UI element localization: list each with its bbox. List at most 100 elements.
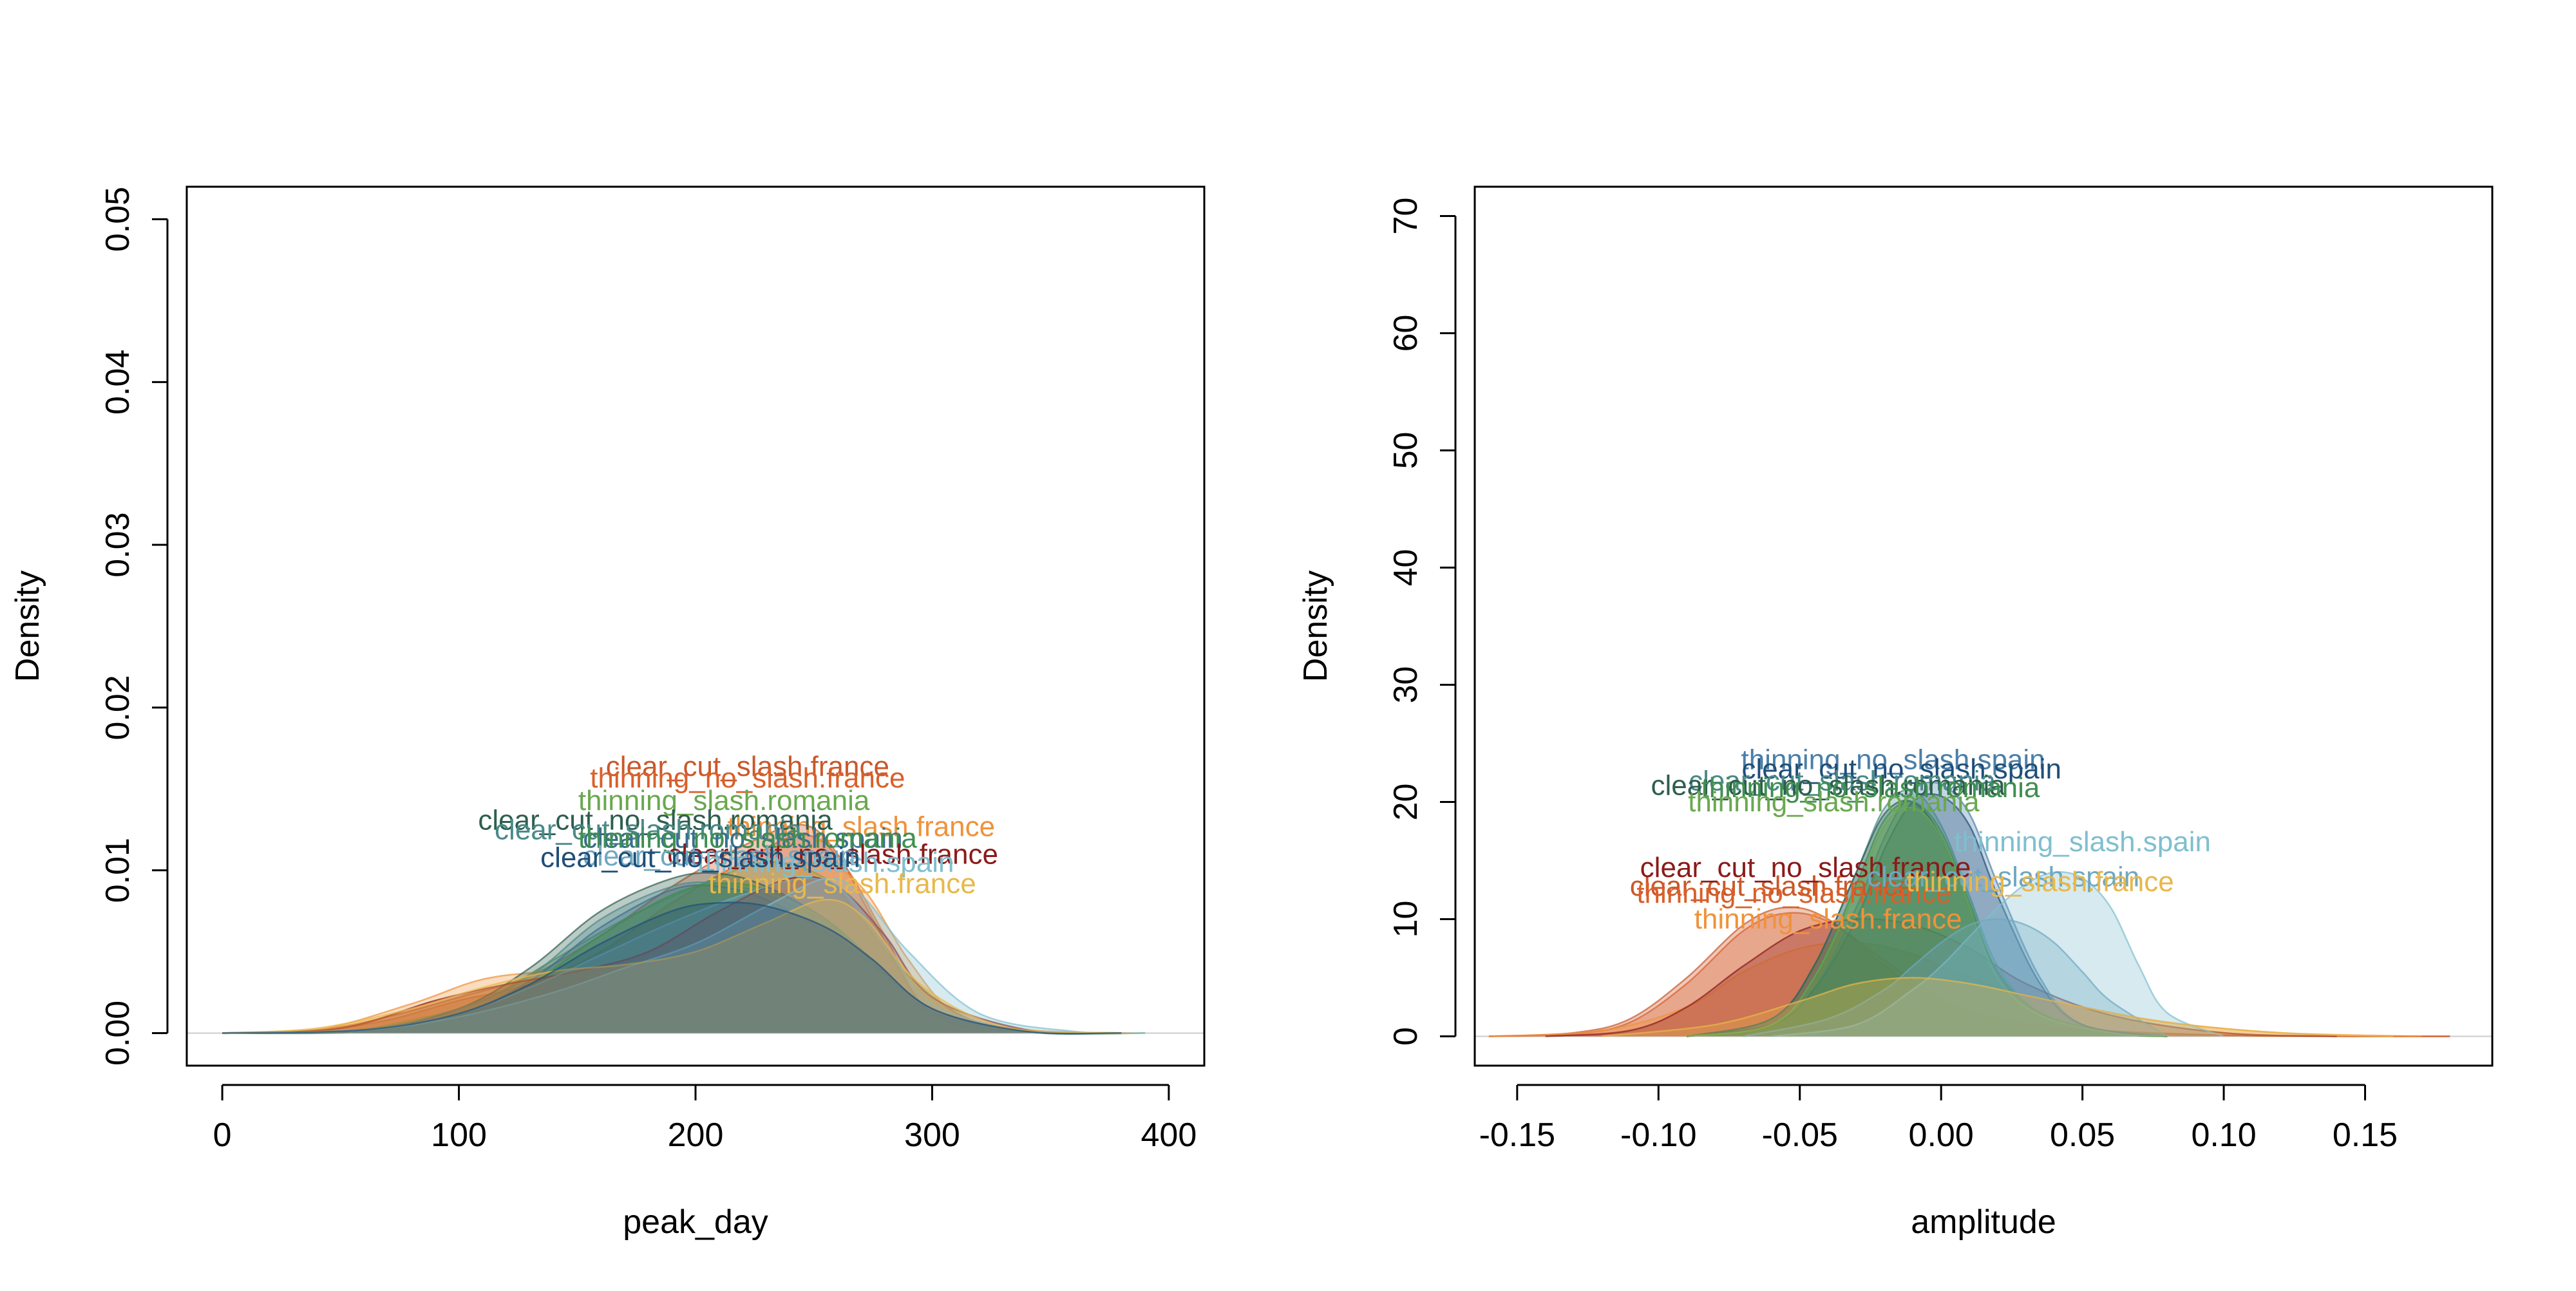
- y-tick-label: 50: [1387, 432, 1425, 469]
- x-axis-label: peak_day: [623, 1203, 768, 1241]
- series-label: thinning_slash.spain: [1954, 826, 2211, 858]
- y-axis: 0.00 0.01 0.02 0.03 0.04 0.05: [99, 187, 169, 1066]
- x-tick-label: 0.10: [2191, 1117, 2256, 1154]
- x-tick-label: -0.15: [1479, 1117, 1556, 1154]
- peak-day-density-panel: clear_cut_slash.france thinning_no_slash.…: [0, 0, 1288, 1288]
- series-label: thinning_no_slash.france: [1636, 878, 1951, 909]
- series-label: clear_cut_no_slash.romania: [1651, 770, 2005, 802]
- series-label: clear_cut_no_slash.romania: [478, 804, 833, 836]
- density-line-thinning-slash-spain: [222, 877, 1146, 1035]
- y-tick-label: 0.02: [99, 675, 137, 740]
- series-label: clear_cut_no_slash.spain: [1741, 753, 2061, 785]
- x-tick-label: 100: [431, 1117, 487, 1154]
- density-area-thinning-slash-france: [1602, 977, 2394, 1037]
- series-label: clear_cut_slash.romania: [1689, 765, 1996, 796]
- density-line-thinning-slash-spain: [1771, 871, 2224, 1037]
- y-tick-label: 60: [1387, 315, 1425, 352]
- amplitude-density-chart: clear_cut_slash.francethinning_no_slash.…: [1297, 185, 2494, 1241]
- density-area-clear-cut-no-slash-spain: [222, 902, 1122, 1034]
- series-label: thinning_no_slash.romania: [578, 822, 917, 854]
- density-line-thinning-no-slash-france: [1488, 912, 2450, 1037]
- series-label: thinning_slash.romania: [1688, 786, 1980, 818]
- density-line-thinning-slash-france: [222, 860, 1133, 1034]
- series-label: thinning_no_slash.romania: [1701, 772, 2040, 804]
- density-line-clear-cut-no-slash-france: [1545, 918, 2337, 1037]
- x-tick-label: 0.15: [2333, 1117, 2398, 1154]
- x-tick-label: 0.05: [2050, 1117, 2115, 1154]
- series-label: clear_cut_slash.romania: [495, 815, 802, 846]
- density-area-clear-cut-no-slash-france: [1545, 919, 2337, 1037]
- y-tick-label: 0.01: [99, 838, 137, 903]
- series-label: thinning_no_slash.france: [590, 762, 905, 794]
- x-tick-label: 0: [213, 1117, 232, 1154]
- x-axis: 0 100 200 300 400: [213, 1084, 1197, 1154]
- density-area-thinning-no-slash-romania: [1687, 801, 2168, 1037]
- y-tick-label: 0: [1387, 1027, 1425, 1046]
- y-tick-label: 10: [1387, 901, 1425, 938]
- plot-frame: [185, 185, 1206, 1067]
- series-label: clear_cut_slash.france: [606, 751, 889, 782]
- x-tick-label: 200: [668, 1117, 724, 1154]
- density-area-clear-cut-slash-spain: [222, 878, 1122, 1034]
- density-areas: [222, 824, 1146, 1035]
- y-tick-label: 0.00: [99, 1001, 137, 1066]
- density-area-clear-cut-slash-spain: [1743, 919, 2168, 1037]
- y-tick-label: 0.04: [99, 350, 137, 415]
- series-label: thinning_slash.spain: [697, 847, 954, 878]
- y-tick-label: 0.03: [99, 513, 137, 578]
- y-tick-label: 30: [1387, 666, 1425, 704]
- x-tick-label: -0.05: [1761, 1117, 1838, 1154]
- series-label: clear_cut_slash.spain: [583, 840, 855, 872]
- series-label: clear_cut_slash.france: [1630, 871, 1913, 902]
- density-area-thinning-slash-france: [1488, 942, 2422, 1037]
- x-tick-label: 0.00: [1909, 1117, 1974, 1154]
- y-axis-label: Density: [1297, 570, 1334, 682]
- density-line-clear-cut-no-slash-spain: [222, 901, 1122, 1035]
- x-axis-label: amplitude: [1911, 1203, 2056, 1241]
- series-labels: clear_cut_slash.francethinning_no_slash.…: [1630, 744, 2211, 936]
- series-label: thinning_slash.france: [708, 868, 976, 900]
- peak-day-density-chart: clear_cut_slash.francethinning_no_slash.…: [9, 185, 1206, 1241]
- y-axis-label: Density: [9, 570, 46, 682]
- density-area-clear-cut-slash-france: [1488, 907, 2450, 1037]
- density-area-clear-cut-no-slash-romania: [1687, 800, 2168, 1037]
- density-area-thinning-slash-france: [222, 900, 1122, 1033]
- y-axis: 0 10 20 30 40 50 60 70: [1387, 198, 1457, 1046]
- series-label: clear_cut_slash.spain: [1867, 862, 2139, 893]
- y-tick-label: 40: [1387, 549, 1425, 587]
- x-tick-label: -0.10: [1620, 1117, 1697, 1154]
- series-label: clear_cut_no_slash.france: [1640, 852, 1971, 883]
- density-area-clear-cut-no-slash-spain: [222, 885, 1122, 1034]
- y-tick-label: 20: [1387, 784, 1425, 821]
- y-tick-label: 0.05: [99, 187, 137, 252]
- x-tick-label: 300: [904, 1117, 960, 1154]
- series-label: clear_cut_no_slash.france: [667, 839, 998, 871]
- y-tick-label: 70: [1387, 198, 1425, 235]
- density-area-clear-cut-no-slash-spain: [1687, 793, 2168, 1037]
- density-area-thinning-slash-spain: [1771, 872, 2224, 1037]
- density-line-thinning-slash-france: [1602, 977, 2394, 1037]
- amplitude-density-panel: clear_cut_slash.france thinning_no_slash.…: [1288, 0, 2576, 1288]
- series-label: clear_cut_no_slash.spain: [540, 842, 860, 874]
- series-label: clear_cut_no_slash.spain: [583, 822, 903, 854]
- series-labels: clear_cut_slash.francethinning_no_slash.…: [478, 751, 998, 900]
- density-area-thinning-no-slash-spain: [1687, 782, 2168, 1037]
- x-axis: -0.15 -0.10 -0.05 0.00 0.05 0.10 0.15: [1479, 1084, 2398, 1154]
- series-label: thinning_slash.france: [1906, 866, 2174, 898]
- density-area-thinning-slash-spain: [222, 878, 1146, 1033]
- series-label: thinning_slash.romania: [578, 785, 870, 816]
- density-line-thinning-slash-romania: [1687, 806, 2168, 1037]
- density-line-clear-cut-slash-spain: [1743, 918, 2168, 1037]
- density-line-clear-cut-no-slash-france: [222, 876, 1122, 1035]
- density-area-clear-cut-no-slash-france: [222, 876, 1122, 1034]
- density-line-thinning-slash-france: [222, 898, 1122, 1034]
- x-tick-label: 400: [1141, 1117, 1197, 1154]
- density-area-clear-cut-slash-romania: [1687, 789, 2168, 1037]
- series-label: thinning_slash.france: [1694, 903, 1962, 935]
- density-line-clear-cut-no-slash-spain: [1687, 793, 2168, 1037]
- series-label: thinning_slash.france: [727, 811, 995, 843]
- density-area-thinning-slash-romania: [1687, 807, 2168, 1037]
- plot-frame: [1473, 185, 2494, 1067]
- density-areas: [1488, 781, 2450, 1037]
